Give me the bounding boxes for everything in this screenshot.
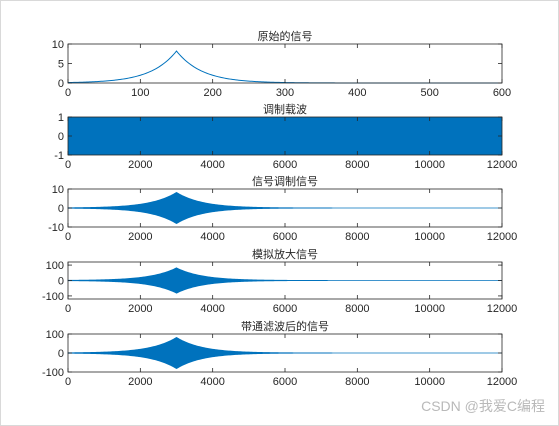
y-tick-label-3-0: -10 <box>48 222 64 234</box>
x-tick-label-5-0: 0 <box>65 376 71 388</box>
x-tick-label-1-0: 0 <box>65 87 71 99</box>
x-tick-label-4-5: 10000 <box>414 303 445 315</box>
x-tick-label-1-3: 300 <box>276 87 294 99</box>
y-tick-label-4-2: 100 <box>46 260 64 272</box>
x-tick-label-4-3: 6000 <box>273 303 297 315</box>
y-tick-label-3-2: 10 <box>52 184 64 196</box>
y-tick-label-3-1: 0 <box>58 203 64 215</box>
x-tick-label-2-4: 8000 <box>345 159 369 171</box>
x-tick-label-4-4: 8000 <box>345 303 369 315</box>
watermark: CSDN @我爱C编程 <box>421 398 545 414</box>
x-tick-label-4-6: 12000 <box>487 303 518 315</box>
x-tick-label-2-5: 10000 <box>414 159 445 171</box>
y-tick-label-2-0: -1 <box>54 150 64 162</box>
x-tick-label-2-6: 12000 <box>487 159 518 171</box>
y-tick-label-2-2: 1 <box>58 112 64 124</box>
x-tick-label-3-1: 2000 <box>128 231 152 243</box>
y-tick-label-1-0: 0 <box>58 78 64 90</box>
y-tick-label-2-1: 0 <box>58 131 64 143</box>
y-tick-label-5-1: 0 <box>58 348 64 360</box>
y-tick-label-4-1: 0 <box>58 276 64 288</box>
x-tick-label-1-6: 600 <box>493 87 511 99</box>
series-envelope-5 <box>67 336 502 370</box>
series-envelope-4 <box>67 267 502 294</box>
x-tick-label-3-0: 0 <box>65 231 71 243</box>
y-tick-label-1-1: 5 <box>58 59 64 71</box>
y-tick-label-5-2: 100 <box>46 329 64 341</box>
x-tick-label-2-0: 0 <box>65 159 71 171</box>
x-tick-label-3-4: 8000 <box>345 231 369 243</box>
x-tick-label-1-2: 200 <box>203 87 221 99</box>
x-tick-label-2-1: 2000 <box>128 159 152 171</box>
x-tick-label-5-1: 2000 <box>128 376 152 388</box>
y-tick-label-1-2: 10 <box>52 39 64 51</box>
chart-title-3: 信号调制信号 <box>252 175 318 188</box>
carrier-band <box>68 117 502 155</box>
x-tick-label-4-2: 4000 <box>200 303 224 315</box>
x-tick-label-1-5: 500 <box>420 87 438 99</box>
x-tick-label-2-2: 4000 <box>200 159 224 171</box>
series-envelope-3 <box>67 191 502 225</box>
x-tick-label-2-3: 6000 <box>273 159 297 171</box>
chart-title-5: 带通滤波后的信号 <box>241 319 329 333</box>
y-tick-label-5-0: -100 <box>42 367 64 379</box>
x-tick-label-3-3: 6000 <box>273 231 297 243</box>
x-tick-label-1-1: 100 <box>131 87 149 99</box>
x-tick-label-5-4: 8000 <box>345 376 369 388</box>
x-tick-label-4-1: 2000 <box>128 303 152 315</box>
chart-title-4: 模拟放大信号 <box>252 247 318 261</box>
series-line-1 <box>67 50 502 84</box>
y-tick-label-4-0: -100 <box>42 291 64 303</box>
x-tick-label-4-0: 0 <box>65 303 71 315</box>
x-tick-label-1-4: 400 <box>348 87 366 99</box>
x-tick-label-5-6: 12000 <box>487 376 518 388</box>
x-tick-label-3-2: 4000 <box>200 231 224 243</box>
x-tick-label-5-2: 4000 <box>200 376 224 388</box>
x-tick-label-3-6: 12000 <box>487 231 518 243</box>
chart-title-2: 调制载波 <box>263 103 307 116</box>
chart-title-1: 原始的信号 <box>258 29 313 43</box>
x-tick-label-5-5: 10000 <box>414 376 445 388</box>
x-tick-label-3-5: 10000 <box>414 231 445 243</box>
x-tick-label-5-3: 6000 <box>273 376 297 388</box>
